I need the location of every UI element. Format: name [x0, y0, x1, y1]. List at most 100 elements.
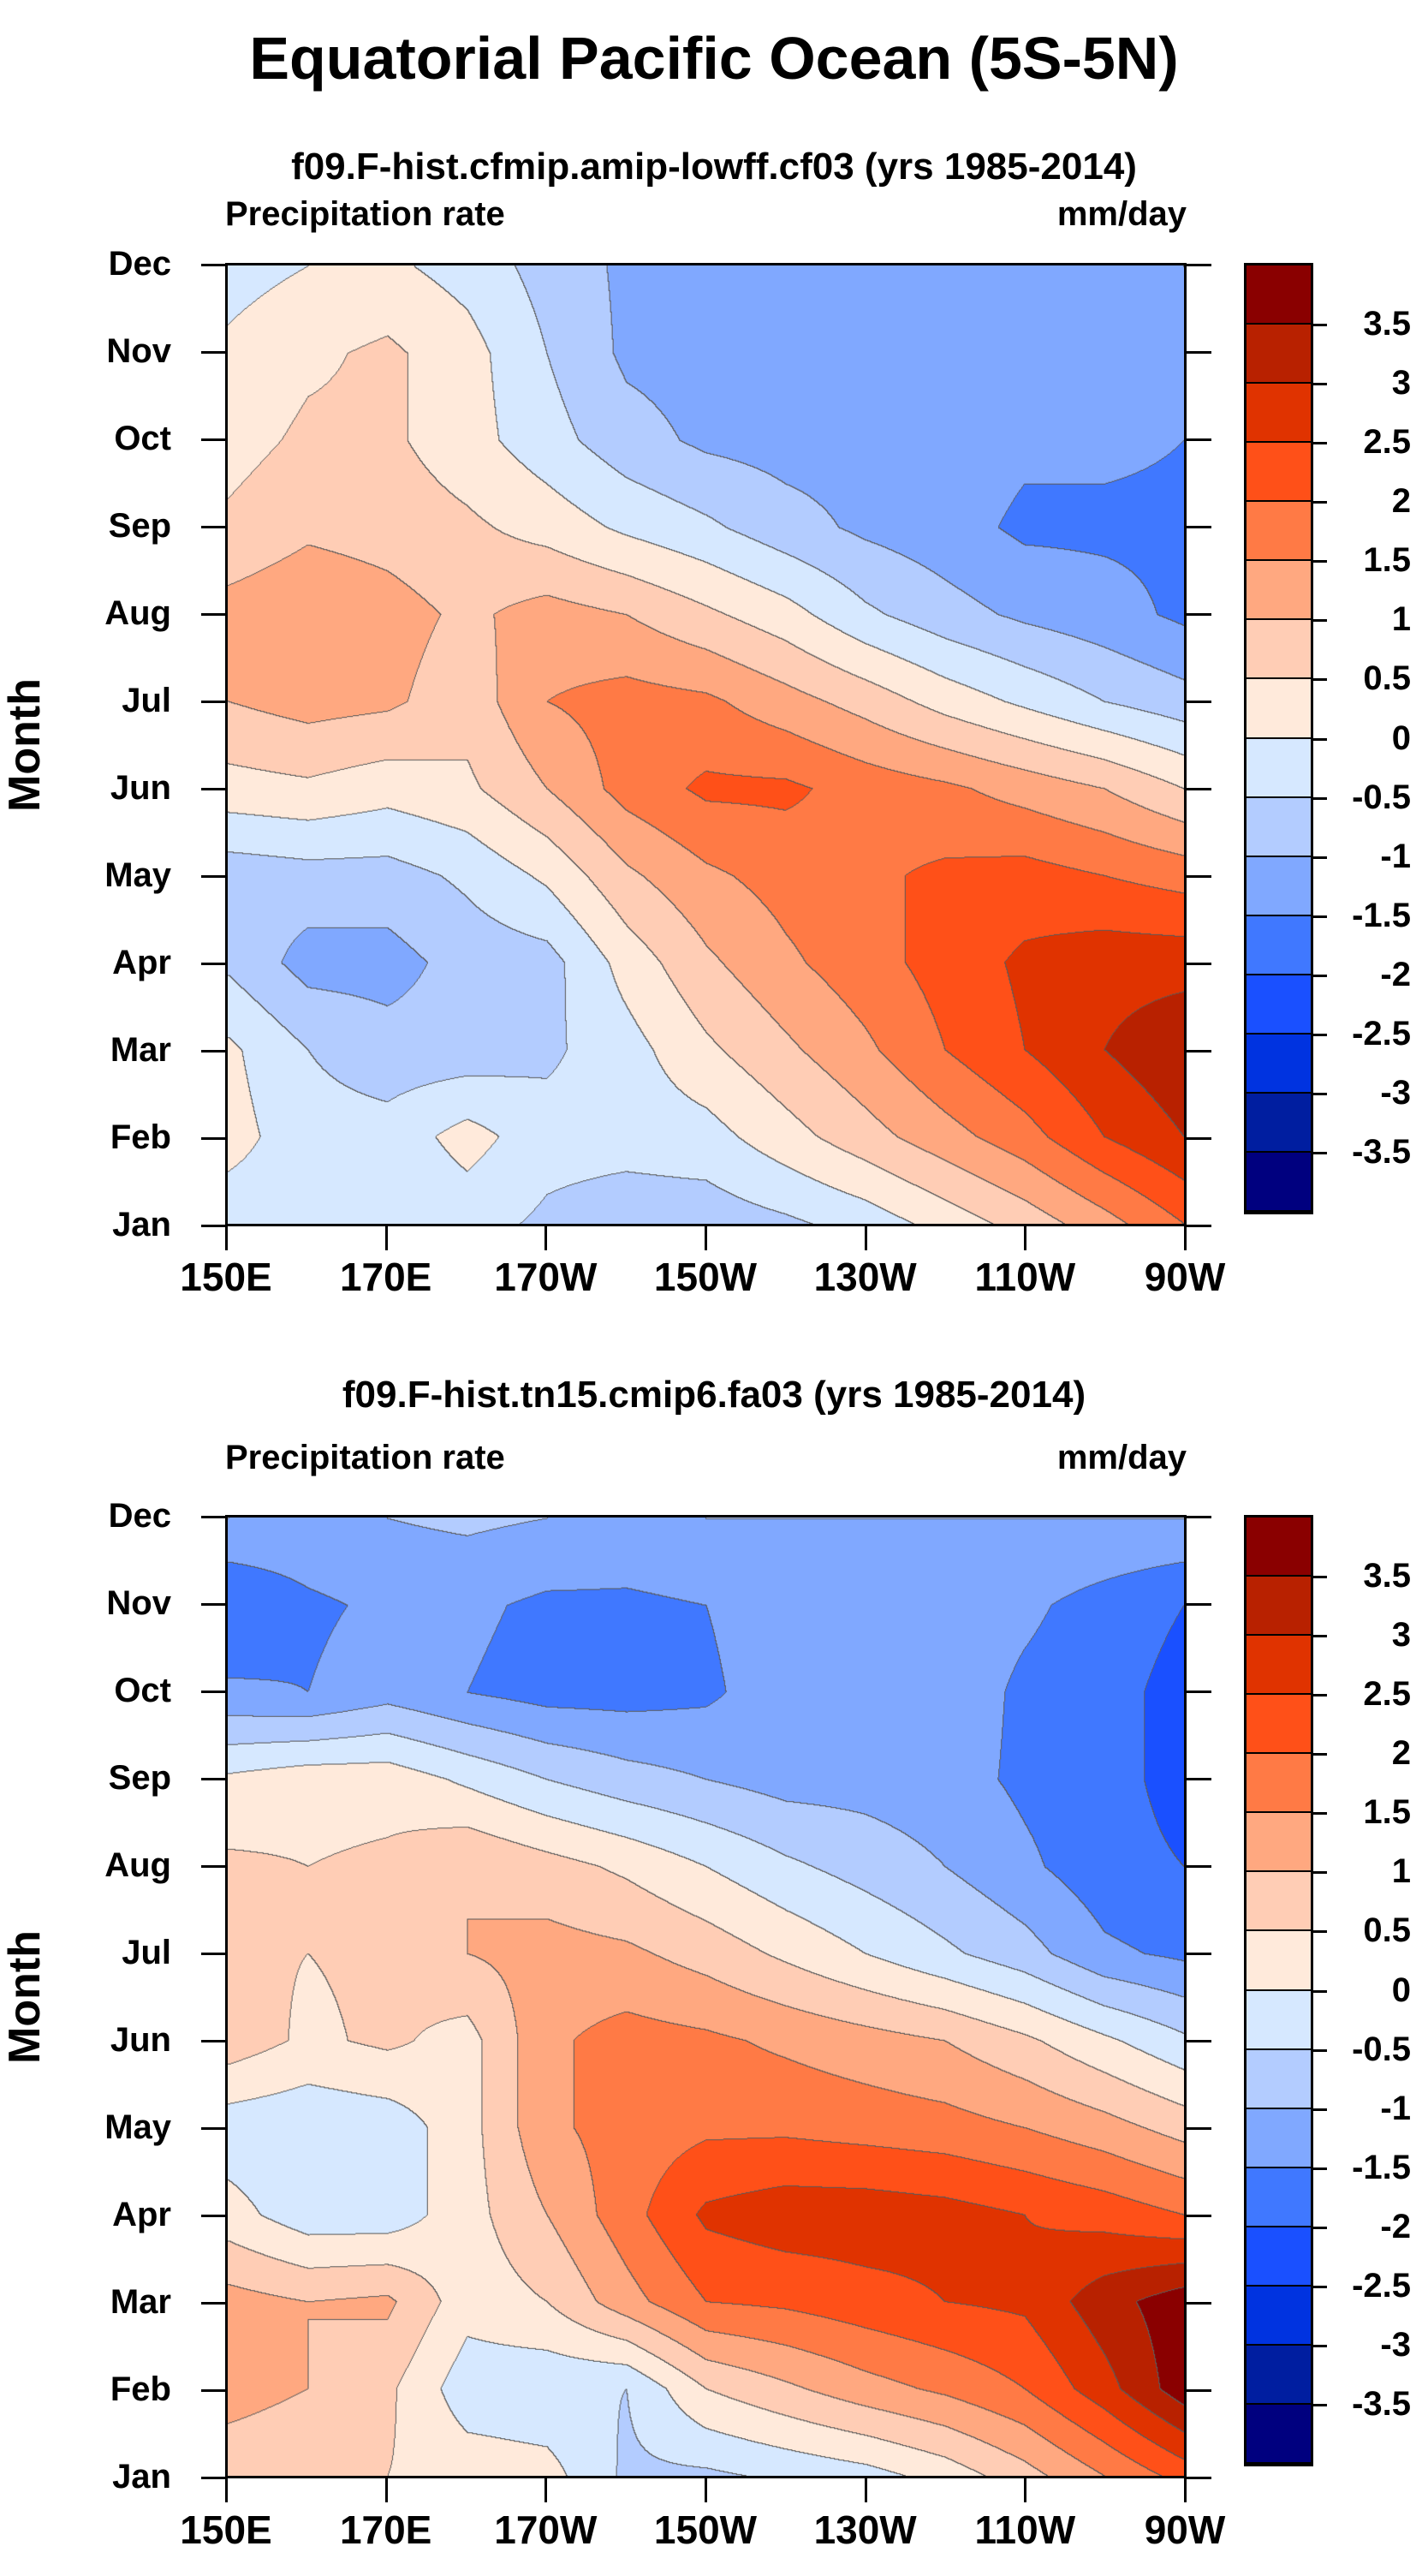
colorbar-label: 3 — [1391, 364, 1411, 402]
colorbar-tick — [1313, 856, 1327, 859]
y-tick — [1186, 1050, 1211, 1052]
variable-label: Precipitation rate — [225, 195, 505, 233]
x-tick — [1184, 2478, 1187, 2502]
y-tick-label: Dec — [108, 1497, 171, 1535]
x-tick — [1024, 2478, 1027, 2502]
y-tick-label: Oct — [114, 1672, 171, 1709]
colorbar-label: 0 — [1391, 1971, 1411, 2009]
colorbar — [1244, 263, 1313, 1214]
y-tick — [1186, 2127, 1211, 2130]
x-tick-label: 90W — [1144, 1255, 1226, 1299]
colorbar-box — [1247, 2227, 1311, 2287]
colorbar-box — [1247, 856, 1311, 916]
y-tick — [1186, 1865, 1211, 1868]
x-tick-label: 130W — [813, 1255, 917, 1299]
colorbar-tick — [1313, 1092, 1327, 1095]
y-tick — [1186, 613, 1211, 616]
colorbar-label: 2 — [1391, 482, 1411, 521]
colorbar-label: 1 — [1391, 600, 1411, 639]
y-tick-label: Aug — [104, 594, 171, 632]
y-tick-label: Nov — [106, 332, 171, 370]
colorbar-label: -3.5 — [1352, 1132, 1411, 1171]
x-tick — [705, 1226, 707, 1250]
colorbar-box — [1247, 2108, 1311, 2168]
colorbar-tick — [1313, 2344, 1327, 2347]
colorbar-box — [1247, 1152, 1311, 1212]
colorbar-box — [1247, 265, 1311, 325]
y-tick — [201, 2389, 227, 2392]
colorbar-box — [1247, 679, 1311, 739]
colorbar-tick — [1313, 1871, 1327, 1875]
colorbar-box — [1247, 2286, 1311, 2346]
x-tick — [225, 2478, 228, 2502]
x-tick-label: 90W — [1144, 2507, 1226, 2552]
colorbar-label: -0.5 — [1352, 778, 1411, 816]
x-tick-label: 150E — [180, 1255, 272, 1299]
contour-plot — [225, 263, 1187, 1226]
colorbar-label: -1.5 — [1352, 2148, 1411, 2186]
units-label: mm/day — [1056, 195, 1187, 233]
y-tick-label: Oct — [114, 420, 171, 457]
y-tick — [1186, 264, 1211, 266]
colorbar-label: -3 — [1380, 1073, 1411, 1112]
colorbar-tick — [1313, 737, 1327, 741]
y-tick — [1186, 1690, 1211, 1693]
y-tick — [201, 701, 227, 703]
x-tick-label: 150E — [180, 2507, 272, 2552]
panel-title: f09.F-hist.cfmip.amip-lowff.cf03 (yrs 19… — [291, 146, 1137, 188]
variable-label: Precipitation rate — [225, 1439, 505, 1476]
y-tick-label: Apr — [112, 944, 171, 981]
colorbar-label: -0.5 — [1352, 2030, 1411, 2068]
y-tick-label: Sep — [108, 1759, 171, 1797]
colorbar-label: -2 — [1380, 955, 1411, 993]
colorbar-label: 1.5 — [1363, 1793, 1411, 1832]
colorbar-tick — [1313, 796, 1327, 800]
y-tick-label: Jul — [122, 1934, 171, 1971]
y-tick — [1186, 2040, 1211, 2042]
y-tick — [201, 875, 227, 878]
y-tick — [201, 264, 227, 266]
colorbar-tick — [1313, 1930, 1327, 1934]
x-tick — [384, 2478, 388, 2502]
colorbar-tick — [1313, 1033, 1327, 1036]
colorbar-tick — [1313, 2226, 1327, 2229]
y-tick — [201, 2477, 227, 2479]
y-tick — [1186, 963, 1211, 965]
x-tick-label: 110W — [974, 2507, 1076, 2552]
colorbar-label: 1 — [1391, 1852, 1411, 1891]
colorbar-box — [1247, 797, 1311, 857]
colorbar-tick — [1313, 324, 1327, 327]
colorbar-label: 0.5 — [1363, 659, 1411, 698]
colorbar-label: 2.5 — [1363, 1675, 1411, 1714]
colorbar-tick — [1313, 1694, 1327, 1697]
y-tick — [1186, 1953, 1211, 1955]
y-tick — [1186, 2215, 1211, 2217]
colorbar-tick — [1313, 1576, 1327, 1579]
x-tick — [864, 2478, 867, 2502]
colorbar-label: 2.5 — [1363, 423, 1411, 462]
colorbar-tick — [1313, 1812, 1327, 1816]
y-tick — [201, 1137, 227, 1140]
colorbar-tick — [1313, 560, 1327, 564]
y-tick — [201, 1953, 227, 1955]
colorbar-box — [1247, 2168, 1311, 2227]
colorbar-label: -2 — [1380, 2207, 1411, 2245]
colorbar-box — [1247, 1990, 1311, 2050]
colorbar-box — [1247, 738, 1311, 798]
colorbar-tick — [1313, 2285, 1327, 2288]
colorbar-tick — [1313, 1635, 1327, 1638]
y-tick — [201, 2040, 227, 2042]
colorbar-tick — [1313, 619, 1327, 623]
colorbar-box — [1247, 2404, 1311, 2464]
y-tick — [201, 1516, 227, 1518]
x-tick — [225, 1226, 228, 1250]
colorbar-box — [1247, 1695, 1311, 1755]
y-tick-label: May — [104, 856, 171, 894]
colorbar-box — [1247, 1754, 1311, 1814]
colorbar-box — [1247, 1813, 1311, 1873]
x-tick-label: 150W — [653, 2507, 758, 2552]
y-tick-label: Mar — [110, 2283, 171, 2321]
colorbar-box — [1247, 2345, 1311, 2405]
colorbar-tick — [1313, 2167, 1327, 2170]
x-tick — [544, 2478, 548, 2502]
